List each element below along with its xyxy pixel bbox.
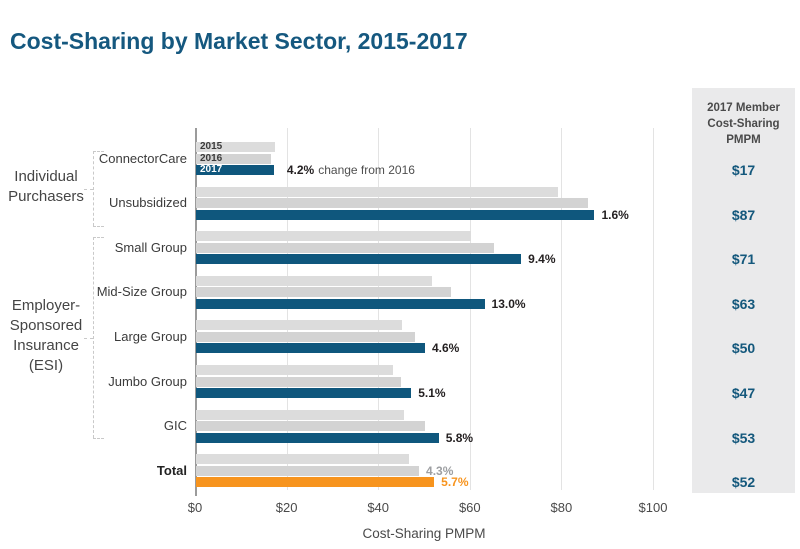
- change-label-2017-connectorcare: 4.2% change from 2016: [286, 163, 415, 177]
- x-tick-80: $80: [550, 500, 573, 515]
- bar-2015-small-group: [196, 231, 471, 242]
- x-tick-0: $0: [187, 500, 203, 515]
- right-panel-header: 2017 Member Cost-Sharing PMPM: [707, 102, 780, 146]
- bar-2016-unsubsidized: [196, 198, 588, 209]
- bar-2015-mid-size-group: [196, 275, 432, 286]
- y-axis-line: [195, 128, 197, 496]
- x-tick-40: $40: [367, 500, 390, 515]
- change-label-2017-jumbo-group: 5.1%: [418, 386, 446, 400]
- bar-2015-total: [196, 454, 409, 465]
- right-panel: 2017 Member Cost-Sharing PMPM $17 $87 $71 $…: [692, 88, 795, 493]
- category-label-unsubsidized: Unsubsidized: [108, 195, 187, 211]
- panel-value-large-group: $50: [731, 340, 756, 357]
- group-bracket-top-0: [93, 151, 104, 152]
- gridline-80: [561, 128, 563, 490]
- category-label-connectorcare: ConnectorCare: [98, 150, 187, 166]
- bar-2017-total: [196, 477, 435, 488]
- group-bracket-tick-0: [84, 189, 93, 190]
- gridline-20: [286, 128, 288, 490]
- change-label-2017-unsubsidized: 1.6%: [601, 207, 629, 222]
- panel-value-connectorcare: $17: [731, 162, 756, 178]
- panel-value-gic: $53: [731, 429, 756, 446]
- group-label-0: Individual Purchasers: [2, 167, 90, 207]
- group-label-line: Sponsored: [9, 317, 83, 334]
- category-label-jumbo-group: Jumbo Group: [108, 373, 187, 389]
- group-label-line: Purchasers: [8, 188, 84, 205]
- bar-2016-jumbo-group: [196, 376, 401, 387]
- bar-2015-gic: [196, 409, 405, 420]
- group-bracket-bottom-0: [93, 226, 104, 227]
- group-bracket-bottom-1: [93, 438, 104, 439]
- bar-2017-large-group: [196, 343, 425, 354]
- x-axis-title: Cost-Sharing PMPM: [362, 526, 486, 541]
- bar-2016-large-group: [196, 331, 415, 342]
- group-label-line: Individual: [14, 168, 78, 185]
- change-label-2016-total: 4.3%: [426, 463, 454, 478]
- category-label-gic: GIC: [163, 418, 187, 434]
- group-bracket-1: [93, 237, 94, 438]
- legend-year-2015: 2015: [200, 142, 223, 152]
- bar-2016-mid-size-group: [196, 287, 452, 298]
- category-label-mid-size-group: Mid-Size Group: [96, 284, 187, 300]
- x-tick-20: $20: [275, 500, 298, 515]
- bar-2017-unsubsidized: [196, 209, 595, 220]
- gridline-60: [469, 128, 471, 490]
- x-tick-60: $60: [458, 500, 481, 515]
- group-label-line: (ESI): [28, 357, 64, 374]
- category-label-large-group: Large Group: [114, 328, 187, 344]
- group-label-1: Employer- Sponsored Insurance (ESI): [2, 296, 90, 376]
- bar-2016-gic: [196, 421, 425, 432]
- bar-2015-connectorcare: 2015: [196, 142, 276, 152]
- panel-value-unsubsidized: $87: [731, 206, 756, 223]
- bar-2015-jumbo-group: [196, 365, 393, 375]
- bar-2017-jumbo-group: [196, 388, 412, 398]
- gridline-100: [653, 128, 654, 490]
- change-label-2017-large-group: 4.6%: [432, 341, 460, 356]
- legend-year-2016: 2016: [200, 153, 223, 164]
- group-bracket-0: [93, 151, 94, 226]
- change-label-2017-gic: 5.8%: [445, 430, 474, 445]
- change-note: change from 2016: [318, 163, 415, 177]
- category-label-small-group: Small Group: [114, 239, 187, 255]
- panel-value-total: $52: [731, 474, 756, 491]
- bar-2017-gic: [196, 432, 439, 443]
- legend-year-2017: 2017: [200, 165, 223, 175]
- bar-2016-total: [196, 465, 420, 476]
- group-bracket-top-1: [93, 237, 104, 238]
- panel-value-jumbo-group: $47: [731, 385, 756, 401]
- bar-2015-large-group: [196, 320, 403, 331]
- change-label-2017-small-group: 9.4%: [528, 252, 556, 267]
- x-tick-100: $100: [638, 500, 668, 515]
- bar-2016-connectorcare: 2016: [196, 153, 271, 164]
- category-label-total: Total: [156, 462, 187, 478]
- bar-2017-mid-size-group: [196, 298, 485, 309]
- change-label-2017-total: 5.7%: [441, 475, 469, 490]
- panel-value-mid-size-group: $63: [731, 295, 756, 312]
- gridline-40: [378, 128, 380, 490]
- bar-2015-unsubsidized: [196, 186, 558, 197]
- group-label-line: Insurance: [13, 337, 79, 354]
- group-label-line: Employer-: [11, 297, 81, 314]
- bar-2017-small-group: [196, 254, 522, 265]
- panel-value-small-group: $71: [731, 251, 756, 268]
- chart-title: Cost-Sharing by Market Sector, 2015-2017: [10, 28, 468, 54]
- group-bracket-tick-1: [84, 338, 93, 339]
- bar-2017-connectorcare: 2017: [196, 165, 274, 175]
- change-label-2017-mid-size-group: 13.0%: [491, 296, 526, 311]
- bar-2016-small-group: [196, 242, 494, 253]
